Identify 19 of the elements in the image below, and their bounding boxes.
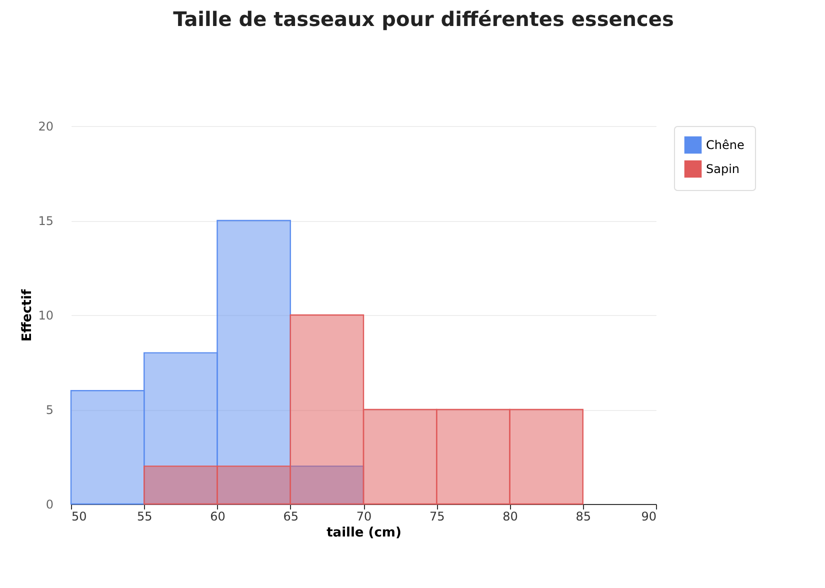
chart-title: Taille de tasseaux pour différentes essences (173, 7, 674, 31)
legend-label: Chêne (706, 138, 744, 152)
y-tick-label: 20 (38, 120, 54, 134)
x-tick-label: 80 (502, 510, 518, 524)
y-axis-title: Effectif (20, 289, 36, 342)
legend-label: Sapin (706, 162, 740, 176)
y-tick-label: 10 (38, 308, 54, 322)
y-tick-label: 5 (46, 403, 54, 417)
x-tick-label: 75 (429, 510, 445, 524)
y-tick-label: 15 (38, 214, 54, 228)
x-tick-label: 85 (576, 510, 592, 524)
x-tick-label: 70 (356, 510, 372, 524)
x-tick-label: 55 (136, 510, 152, 524)
x-axis-title: taille (cm) (326, 526, 402, 540)
x-tick-label: 65 (283, 510, 299, 524)
x-tick-label: 60 (210, 510, 226, 524)
x-tick-label: 90 (641, 510, 656, 524)
y-tick-label: 0 (46, 498, 54, 512)
x-tick-label: 50 (72, 510, 87, 524)
